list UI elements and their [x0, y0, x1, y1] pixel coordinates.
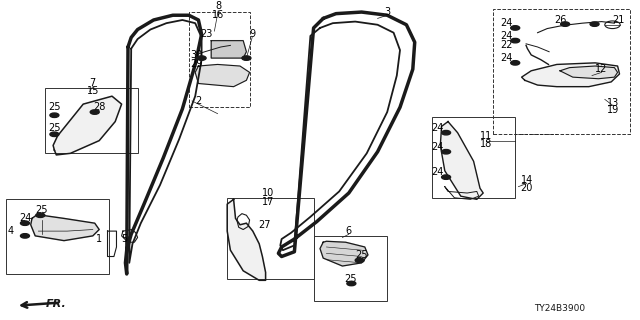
Text: 18: 18 [480, 139, 493, 149]
Circle shape [347, 281, 356, 286]
Text: 25: 25 [48, 102, 61, 112]
Text: 24: 24 [431, 142, 444, 152]
Text: 4: 4 [7, 226, 13, 236]
Polygon shape [320, 241, 368, 266]
Bar [6, 199, 109, 274]
Text: 16: 16 [212, 10, 225, 20]
Polygon shape [227, 199, 266, 280]
Polygon shape [31, 215, 99, 241]
Circle shape [20, 234, 29, 238]
Circle shape [442, 131, 451, 135]
Text: 1: 1 [96, 234, 102, 244]
Circle shape [511, 26, 520, 30]
Text: 17: 17 [262, 197, 275, 207]
Text: 20: 20 [520, 183, 533, 193]
Text: TY24B3900: TY24B3900 [534, 304, 586, 313]
Text: 6: 6 [346, 226, 352, 236]
Circle shape [442, 175, 451, 180]
Bar [432, 117, 515, 198]
Text: 12: 12 [595, 64, 608, 74]
Polygon shape [440, 122, 483, 199]
Polygon shape [53, 96, 122, 155]
Circle shape [561, 22, 570, 26]
Bar [493, 9, 630, 134]
Text: 24: 24 [500, 31, 513, 41]
Circle shape [50, 132, 59, 137]
Text: 7: 7 [90, 78, 96, 89]
Polygon shape [195, 64, 250, 87]
Text: 25: 25 [35, 205, 48, 215]
Bar [189, 12, 250, 107]
Text: 10: 10 [262, 188, 275, 198]
Text: 26: 26 [554, 15, 566, 25]
Polygon shape [560, 66, 618, 79]
Circle shape [90, 110, 99, 114]
Text: 30: 30 [190, 50, 203, 60]
Text: 25: 25 [344, 274, 357, 284]
Text: 23: 23 [200, 29, 212, 39]
Text: 22: 22 [500, 40, 513, 50]
Circle shape [355, 258, 364, 262]
Text: 27: 27 [258, 220, 271, 230]
Bar [314, 236, 387, 301]
Text: 9: 9 [249, 29, 255, 39]
Text: 25: 25 [48, 123, 61, 133]
Text: 8: 8 [215, 1, 221, 11]
Circle shape [20, 221, 29, 225]
Circle shape [511, 60, 520, 65]
Circle shape [590, 22, 599, 26]
Text: 2: 2 [195, 96, 202, 106]
Text: 3: 3 [384, 7, 390, 17]
Text: 14: 14 [520, 175, 533, 185]
Text: 11: 11 [480, 131, 493, 141]
Text: 5: 5 [122, 234, 128, 244]
Text: FR.: FR. [46, 299, 67, 309]
Circle shape [242, 56, 251, 60]
Circle shape [442, 149, 451, 154]
Text: 24: 24 [500, 18, 513, 28]
Text: 28: 28 [93, 102, 106, 112]
Polygon shape [522, 63, 620, 87]
Circle shape [511, 38, 520, 43]
Text: 24: 24 [19, 213, 32, 223]
Text: 24: 24 [431, 167, 444, 177]
Text: 15: 15 [86, 86, 99, 96]
Text: 21: 21 [612, 15, 625, 25]
Bar [227, 198, 314, 279]
Text: 19: 19 [607, 106, 620, 116]
Bar [45, 88, 138, 153]
Text: 24: 24 [431, 123, 444, 133]
Text: 24: 24 [500, 53, 513, 63]
Text: 13: 13 [607, 98, 620, 108]
Polygon shape [211, 41, 246, 58]
Circle shape [50, 113, 59, 117]
Text: 25: 25 [355, 250, 368, 260]
Text: 29: 29 [190, 60, 203, 69]
Circle shape [36, 213, 45, 218]
Circle shape [197, 56, 206, 60]
